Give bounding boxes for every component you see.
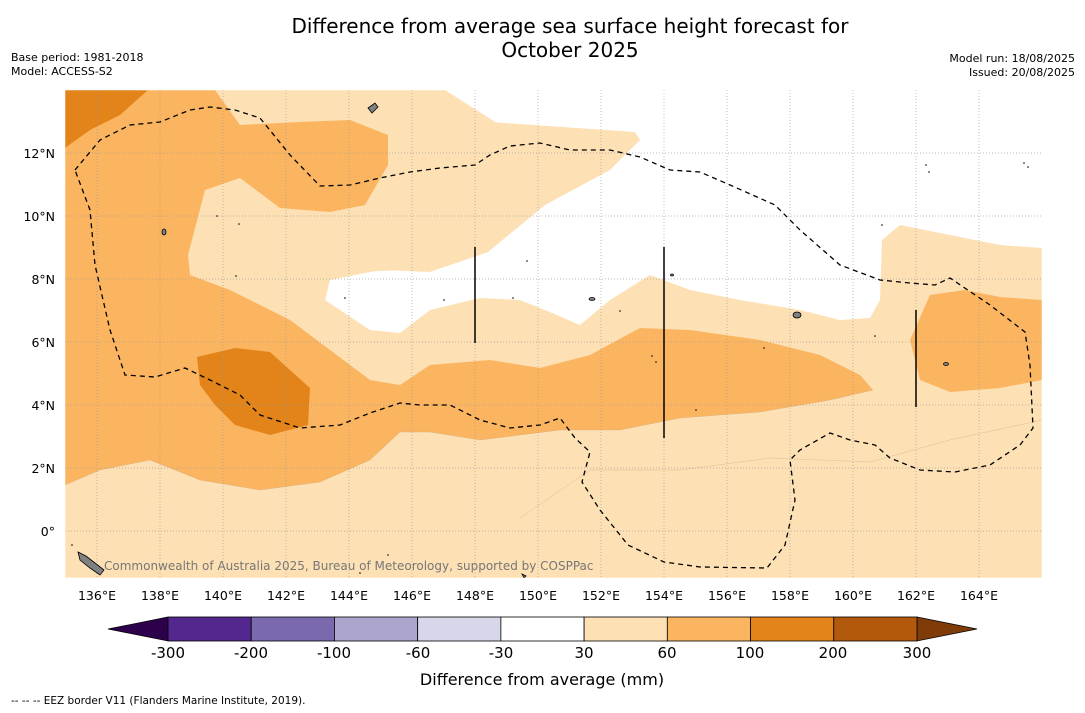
- colorbar-over-arrow: [916, 616, 978, 642]
- island-east-central: [792, 311, 802, 319]
- colorbar-tick: 30: [574, 644, 593, 662]
- lon-label: 162°E: [897, 588, 935, 603]
- lat-label: 4°N: [31, 398, 55, 413]
- base-period-info: Base period: 1981-2018 Model: ACCESS-S2: [11, 51, 143, 79]
- colorbar: -300 -200 -100 -60 -30 30 60 100 200 300…: [107, 616, 978, 689]
- colorbar-tick: -30: [489, 644, 514, 662]
- eez-border: [74, 106, 1034, 569]
- lon-label: 136°E: [78, 588, 116, 603]
- colorbar-segments: [167, 616, 918, 642]
- issued-text: Issued: 20/08/2025: [968, 66, 1075, 79]
- colorbar-tick: -200: [234, 644, 268, 662]
- colorbar-segment: [167, 616, 252, 642]
- lon-label: 152°E: [582, 588, 620, 603]
- longitude-markers: [474, 247, 917, 438]
- title-line-1: Difference from average sea surface heig…: [291, 14, 849, 38]
- colorbar-label: Difference from average (mm): [420, 670, 664, 689]
- lat-label: 10°N: [23, 209, 55, 224]
- colorbar-under-arrow: [107, 616, 169, 642]
- colorbar-tick: 200: [819, 644, 848, 662]
- eez-footnote: -- -- -- EEZ border V11 (Flanders Marine…: [11, 695, 306, 707]
- colorbar-segment: [500, 616, 585, 642]
- colorbar-tick-labels: -300 -200 -100 -60 -30 30 60 100 200 300: [151, 644, 931, 662]
- longitude-labels: 136°E 138°E 140°E 142°E 144°E 146°E 148°…: [78, 588, 998, 603]
- model-run-info: Model run: 18/08/2025 Issued: 20/08/2025: [949, 52, 1075, 80]
- lon-label: 140°E: [204, 588, 242, 603]
- island-southwest-coast: [77, 551, 105, 576]
- islands: [77, 102, 949, 578]
- colorbar-tick: 100: [736, 644, 765, 662]
- lon-label: 146°E: [393, 588, 431, 603]
- colorbar-tick: -100: [317, 644, 351, 662]
- colorbar-tick: -300: [151, 644, 185, 662]
- lon-label: 156°E: [708, 588, 746, 603]
- lat-label: 2°N: [31, 461, 55, 476]
- colorbar-tick: -60: [406, 644, 431, 662]
- island-south: [521, 573, 527, 578]
- lat-label: 0°: [41, 524, 55, 539]
- lon-label: 148°E: [456, 588, 494, 603]
- lon-label: 138°E: [141, 588, 179, 603]
- island-west: [161, 228, 167, 236]
- title-line-2: October 2025: [501, 38, 639, 62]
- lon-label: 144°E: [330, 588, 368, 603]
- lon-label: 142°E: [267, 588, 305, 603]
- lon-label: 154°E: [645, 588, 683, 603]
- colorbar-segment: [833, 616, 918, 642]
- colorbar-tick: 60: [657, 644, 676, 662]
- colorbar-segment: [334, 616, 419, 642]
- colorbar-segment: [666, 616, 751, 642]
- lon-label: 158°E: [771, 588, 809, 603]
- lat-label: 8°N: [31, 272, 55, 287]
- island-north: [367, 102, 379, 114]
- lon-label: 164°E: [960, 588, 998, 603]
- colorbar-tick: 300: [903, 644, 932, 662]
- map-title: Difference from average sea surface heig…: [200, 14, 940, 62]
- model-run-text: Model run: 18/08/2025: [949, 52, 1075, 65]
- lat-label: 12°N: [23, 146, 55, 161]
- colorbar-segment: [250, 616, 335, 642]
- copyright-watermark: Commonwealth of Australia 2025, Bureau o…: [104, 559, 594, 573]
- colorbar-segment: [750, 616, 835, 642]
- latitude-labels: 0° 2°N 4°N 6°N 8°N 10°N 12°N: [23, 146, 55, 539]
- colorbar-segment: [583, 616, 668, 642]
- colorbar-segment: [417, 616, 502, 642]
- contour-band-100-200: [65, 90, 310, 435]
- model-text: Model: ACCESS-S2: [11, 65, 113, 78]
- map-plot-area: Commonwealth of Australia 2025, Bureau o…: [65, 90, 1042, 578]
- lat-label: 6°N: [31, 335, 55, 350]
- lon-label: 150°E: [519, 588, 557, 603]
- lon-label: 160°E: [834, 588, 872, 603]
- map-frame: [64, 89, 1043, 579]
- base-period-text: Base period: 1981-2018: [11, 51, 144, 64]
- island-far-east: [943, 362, 949, 366]
